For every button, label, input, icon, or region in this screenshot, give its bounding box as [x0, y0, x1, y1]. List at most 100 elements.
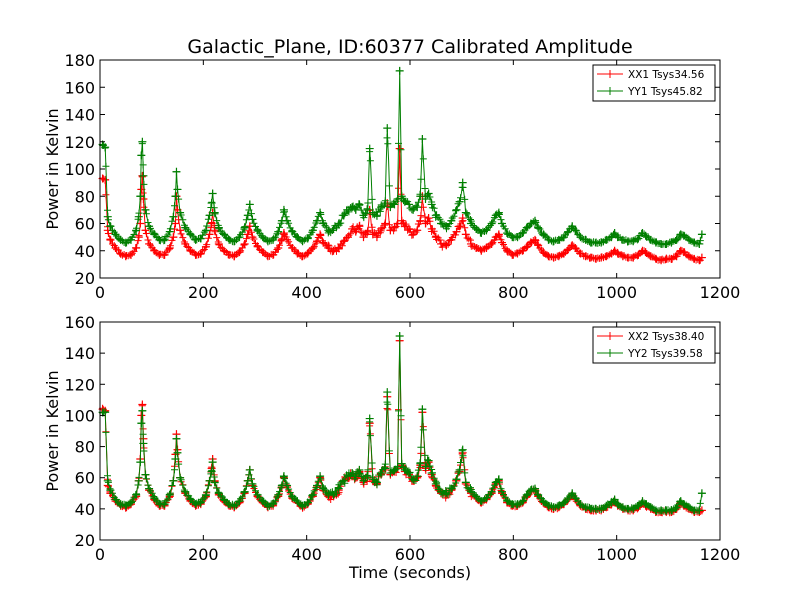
- bottom-data-point-1: [697, 489, 706, 498]
- top-data-point-1: [160, 235, 169, 244]
- top-data-point-1: [477, 229, 486, 238]
- bottom-data-point-1: [534, 490, 543, 499]
- bottom-data-point-1: [269, 500, 278, 509]
- top-data-point-1: [230, 237, 239, 246]
- top-data-point-0: [416, 216, 425, 225]
- top-data-point-1: [150, 230, 159, 239]
- top-data-point-1: [381, 199, 390, 208]
- bottom-data-point-1: [186, 495, 195, 504]
- top-data-point-1: [103, 212, 112, 221]
- bottom-y-axis-title: Power in Kelvin: [43, 370, 62, 491]
- bottom-y-tick-label: 160: [64, 313, 95, 332]
- bottom-legend-label-yy2: YY2 Tsys39.58: [627, 348, 703, 360]
- bottom-legend: XX2 Tsys38.40 YY2 Tsys39.58: [592, 326, 716, 364]
- top-data-point-1: [679, 231, 688, 240]
- top-data-point-0: [377, 224, 386, 233]
- top-x-tick-label: 200: [188, 283, 219, 302]
- bottom-data-point-1: [487, 487, 496, 496]
- top-data-point-0: [427, 224, 436, 233]
- bottom-plot-series: [98, 332, 706, 517]
- top-data-point-1: [372, 211, 381, 220]
- top-x-tick-label: 400: [291, 283, 322, 302]
- top-data-point-1: [667, 238, 676, 247]
- bottom-data-point-1: [477, 497, 486, 506]
- top-data-point-1: [344, 205, 352, 214]
- bottom-data-point-1: [329, 490, 338, 499]
- top-data-point-1: [518, 229, 527, 238]
- bottom-legend-box: [592, 326, 716, 364]
- top-data-point-0: [368, 230, 377, 239]
- bottom-data-point-1: [263, 501, 272, 510]
- bottom-data-point-1: [344, 472, 352, 481]
- top-data-point-0: [263, 252, 272, 261]
- top-data-point-1: [339, 211, 348, 220]
- top-data-point-1: [662, 239, 671, 248]
- top-data-point-0: [288, 244, 297, 253]
- top-data-point-1: [172, 167, 181, 176]
- top-data-point-0: [494, 230, 503, 239]
- bottom-data-point-1: [116, 500, 125, 509]
- top-data-point-0: [534, 241, 543, 250]
- top-data-point-1: [258, 233, 267, 242]
- top-data-point-0: [132, 244, 141, 253]
- bottom-data-point-1: [554, 501, 563, 510]
- top-legend: XX1 Tsys34.56 YY1 Tsys45.82: [592, 64, 716, 102]
- top-data-point-1: [409, 205, 418, 214]
- top-data-point-0: [482, 244, 491, 253]
- top-data-point-0: [518, 246, 527, 255]
- top-plot: 0 200 400 600 800 1000 1200 20 40 60 80 100 120 140 16…: [43, 51, 740, 302]
- top-data-point-1: [646, 235, 655, 244]
- top-data-point-1: [386, 203, 395, 212]
- top-data-point-1: [487, 219, 496, 228]
- top-data-point-0: [679, 248, 688, 257]
- bottom-data-point-1: [165, 490, 174, 499]
- bottom-data-point-1: [274, 490, 283, 499]
- top-data-point-0: [324, 244, 333, 253]
- bottom-data-point-1: [416, 459, 425, 468]
- top-data-point-0: [101, 175, 110, 184]
- top-data-point-0: [258, 248, 267, 257]
- bottom-data-point-1: [437, 487, 445, 496]
- top-data-point-1: [618, 235, 627, 244]
- bottom-data-point-1: [397, 459, 406, 468]
- bottom-data-point-1: [339, 476, 348, 485]
- bottom-data-point-1: [618, 503, 627, 512]
- top-data-point-1: [214, 223, 223, 232]
- bottom-data-point-1: [544, 501, 553, 510]
- bottom-data-point-1: [139, 439, 148, 448]
- bottom-data-point-1: [103, 476, 112, 485]
- top-data-point-0: [424, 214, 433, 223]
- top-data-point-0: [437, 239, 445, 248]
- top-data-point-0: [497, 238, 506, 247]
- bottom-data-point-1: [503, 497, 512, 506]
- top-data-point-1: [383, 124, 392, 133]
- bottom-data-point-1: [466, 487, 475, 496]
- top-data-point-0: [576, 249, 585, 258]
- bottom-data-point-1: [207, 467, 216, 476]
- top-y-tick-label: 180: [64, 51, 95, 70]
- top-data-point-1: [288, 227, 297, 236]
- bottom-data-point-1: [288, 492, 297, 501]
- bottom-data-point-1: [214, 489, 223, 498]
- top-data-point-1: [581, 235, 590, 244]
- top-data-point-1: [390, 200, 399, 209]
- bottom-data-point-1: [393, 462, 402, 471]
- bottom-data-point-1: [413, 472, 422, 481]
- bottom-data-point-1: [400, 465, 409, 474]
- top-data-point-1: [437, 219, 445, 228]
- top-data-point-0: [442, 241, 451, 250]
- top-data-point-0: [344, 233, 352, 242]
- bottom-data-point-1: [136, 458, 145, 467]
- top-data-point-1: [220, 230, 228, 239]
- top-data-point-1: [442, 222, 451, 231]
- top-data-point-0: [303, 249, 312, 258]
- top-data-point-0: [455, 222, 464, 231]
- top-data-point-1: [274, 227, 283, 236]
- bottom-data-point-1: [334, 484, 343, 493]
- bottom-data-point-1: [359, 476, 368, 485]
- top-data-point-1: [169, 212, 178, 221]
- bottom-data-point-1: [134, 476, 143, 485]
- top-y-tick-label: 160: [64, 78, 95, 97]
- top-data-point-0: [111, 244, 120, 253]
- bottom-data-point-1: [303, 498, 312, 507]
